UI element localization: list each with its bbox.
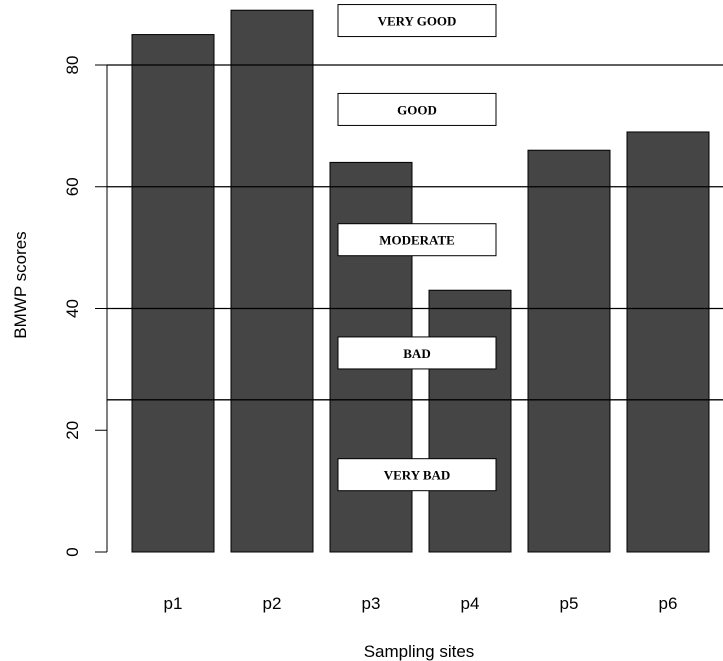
class-label-very-good: VERY GOOD (337, 4, 497, 38)
class-label-good: GOOD (337, 92, 497, 126)
x-tick-label-p1: p1 (164, 594, 183, 613)
bar-p1 (131, 34, 215, 553)
class-label-box (337, 92, 497, 126)
class-label-very-bad: VERY BAD (337, 458, 497, 492)
class-label-text: BAD (403, 346, 430, 361)
bar-p4 (428, 289, 512, 553)
class-label-text: GOOD (397, 102, 437, 117)
bar-p5 (527, 149, 611, 553)
class-label-text: VERY GOOD (378, 14, 457, 29)
y-tick-label-20: 20 (63, 421, 82, 440)
class-label-bad: BAD (337, 336, 497, 370)
class-label-box (337, 223, 497, 257)
bar-p6 (626, 131, 710, 553)
class-label-box (337, 4, 497, 38)
bar-p2 (230, 9, 314, 553)
y-tick-label-0: 0 (63, 547, 82, 556)
x-tick-label-p2: p2 (263, 594, 282, 613)
x-tick-label-p3: p3 (362, 594, 381, 613)
class-label-box (337, 458, 497, 492)
y-axis-title: BMWP scores (11, 231, 30, 338)
x-tick-label-p5: p5 (560, 594, 579, 613)
y-axis: 0 20 40 60 80 (63, 56, 108, 557)
y-tick-label-60: 60 (63, 177, 82, 196)
class-label-moderate: MODERATE (337, 223, 497, 257)
y-tick-label-40: 40 (63, 299, 82, 318)
x-tick-label-p4: p4 (461, 594, 480, 613)
y-tick-label-80: 80 (63, 56, 82, 75)
x-tick-label-p6: p6 (659, 594, 678, 613)
class-label-text: VERY BAD (384, 468, 451, 483)
class-label-text: MODERATE (379, 233, 455, 248)
x-axis-title: Sampling sites (364, 642, 475, 661)
class-label-box (337, 336, 497, 370)
